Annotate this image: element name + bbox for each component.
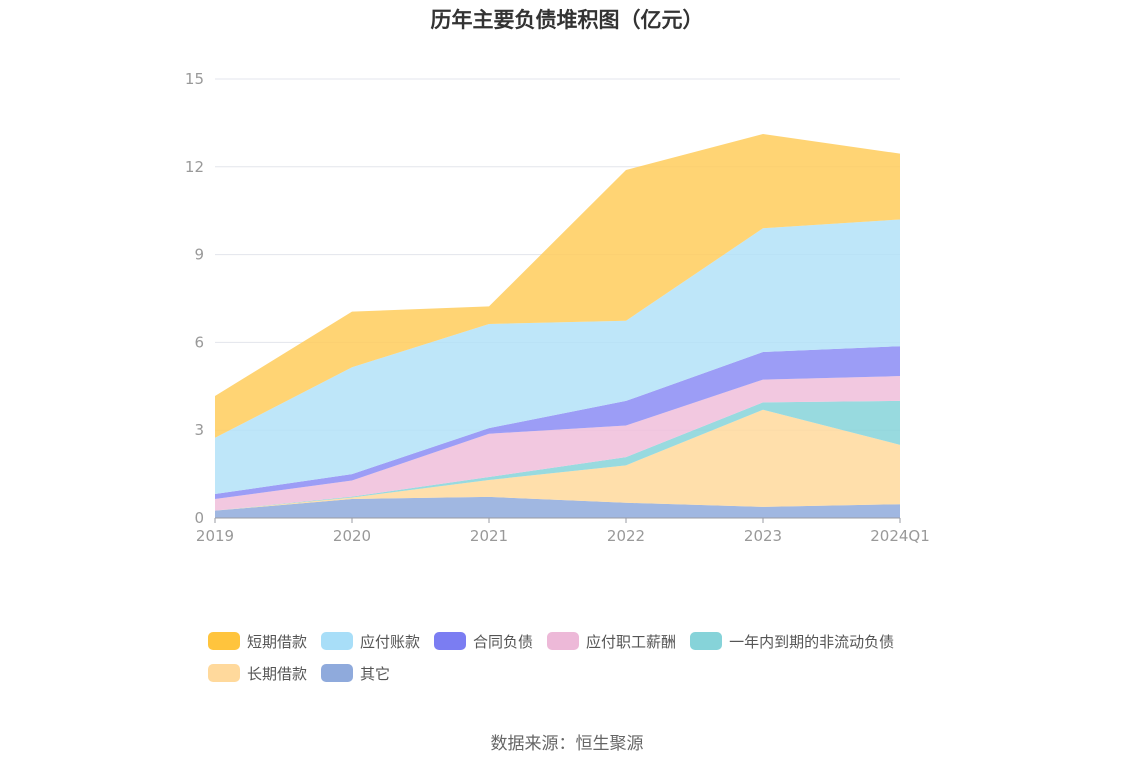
legend-label: 应付职工薪酬 xyxy=(586,632,677,651)
y-tick-label: 15 xyxy=(185,70,204,88)
legend-item[interactable]: 一年内到期的非流动负债 xyxy=(690,630,894,652)
legend-swatch xyxy=(321,632,354,650)
legend-label: 短期借款 xyxy=(247,632,308,651)
x-tick-label: 2024Q1 xyxy=(870,527,930,545)
legend-swatch xyxy=(434,632,467,650)
area-series-2[interactable] xyxy=(215,400,900,511)
legend-label: 合同负债 xyxy=(473,632,534,651)
area-series-5[interactable] xyxy=(215,219,900,495)
stacked-area-chart: 0 3 6 9 12 15 2019 2020 2021 2022 2023 2024Q1 xyxy=(185,70,930,545)
legend-item[interactable]: 应付职工薪酬 xyxy=(547,630,676,652)
x-tick-label: 2023 xyxy=(744,527,782,545)
x-tick-label: 2019 xyxy=(196,527,234,545)
y-tick-label: 6 xyxy=(194,333,204,351)
y-tick-label: 0 xyxy=(194,509,204,527)
legend-swatch xyxy=(208,632,240,650)
y-tick-label: 12 xyxy=(185,158,204,176)
legend-label: 其它 xyxy=(360,664,391,683)
area-series-1[interactable] xyxy=(215,409,900,511)
legend-swatch xyxy=(321,664,354,682)
x-tick-label: 2020 xyxy=(333,527,371,545)
area-series-0[interactable] xyxy=(215,496,900,518)
y-tick-label: 9 xyxy=(194,246,204,264)
legend-swatch xyxy=(208,664,240,682)
data-source-note: 数据来源：恒生聚源 xyxy=(490,734,644,754)
chart-title: 历年主要负债堆积图（亿元） xyxy=(430,8,704,32)
chart-legend: 短期借款 应付账款 合同负债 应付职工薪酬 一年内到期的非流动负债长期借款 其它 xyxy=(208,630,968,684)
legend-item[interactable]: 短期借款 xyxy=(208,630,307,652)
legend-item[interactable]: 合同负债 xyxy=(434,630,533,652)
legend-item[interactable]: 长期借款 xyxy=(208,662,307,684)
area-series-6[interactable] xyxy=(215,134,900,438)
legend-label: 应付账款 xyxy=(360,632,421,651)
legend-item[interactable]: 其它 xyxy=(321,662,390,684)
legend-swatch xyxy=(547,632,580,650)
x-tick-label: 2021 xyxy=(470,527,508,545)
legend-label: 一年内到期的非流动负债 xyxy=(729,632,895,651)
area-series-4[interactable] xyxy=(215,346,900,499)
legend-label: 长期借款 xyxy=(247,664,308,683)
area-series-3[interactable] xyxy=(215,376,900,511)
y-tick-label: 3 xyxy=(194,421,204,439)
legend-swatch xyxy=(690,632,723,650)
x-tick-label: 2022 xyxy=(607,527,645,545)
legend-item[interactable]: 应付账款 xyxy=(321,630,420,652)
